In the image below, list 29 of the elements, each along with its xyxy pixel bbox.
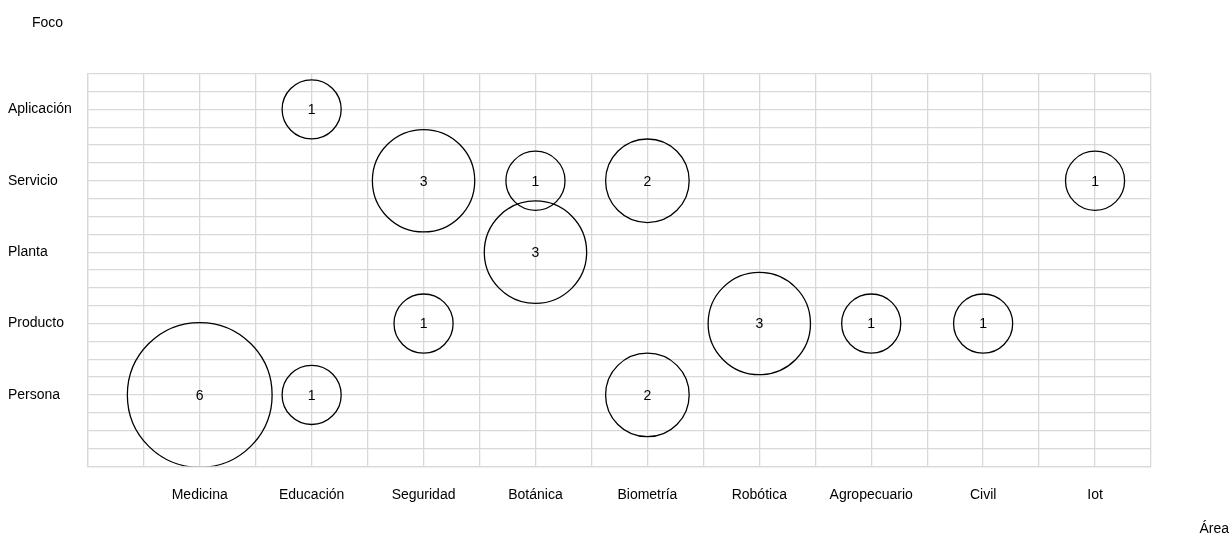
data-label: 2 — [643, 386, 652, 403]
x-tick-label: Civil — [969, 485, 997, 502]
data-label: 3 — [531, 244, 540, 261]
x-tick-label: Educación — [278, 485, 345, 502]
x-tick-label: Botánica — [508, 485, 563, 502]
data-label: 3 — [419, 172, 428, 189]
data-label: 1 — [867, 315, 876, 332]
data-label: 1 — [307, 101, 316, 118]
data-label: 3 — [755, 315, 764, 332]
data-label: 1 — [979, 315, 988, 332]
data-label: 1 — [531, 172, 540, 189]
y-tick-label: Planta — [8, 243, 48, 260]
y-tick-label: Aplicación — [8, 100, 72, 117]
y-tick-label: Servicio — [8, 171, 59, 188]
data-label: 6 — [195, 386, 204, 403]
data-label: 2 — [643, 172, 652, 189]
y-axis-title: Foco — [32, 14, 64, 30]
y-tick-label: Persona — [8, 385, 61, 402]
x-tick-label: Seguridad — [391, 485, 456, 502]
x-tick-label: Robótica — [731, 485, 788, 502]
data-label: 1 — [419, 315, 428, 332]
y-tick-label: Producto — [8, 314, 65, 331]
x-tick-label: Agropecuario — [829, 485, 914, 502]
data-label: 1 — [1091, 172, 1100, 189]
x-axis-title: Área — [1199, 520, 1230, 536]
x-tick-label: Iot — [1087, 485, 1103, 502]
data-label: 1 — [307, 386, 316, 403]
x-tick-label: Biometría — [617, 485, 678, 502]
x-tick-label: Medicina — [171, 485, 228, 502]
